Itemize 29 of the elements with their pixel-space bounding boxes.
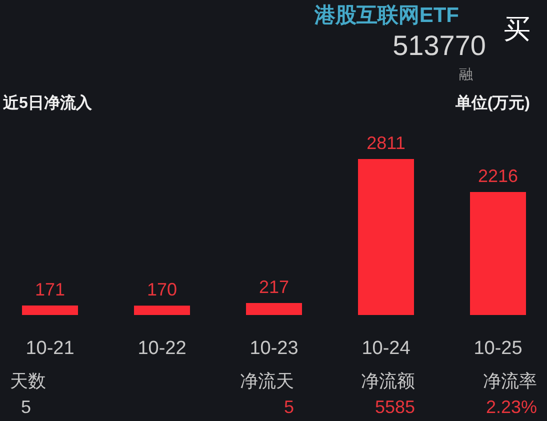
text: 净流率	[483, 371, 537, 391]
text: 买	[504, 14, 530, 44]
text: 513770	[392, 30, 486, 61]
bar	[22, 306, 78, 315]
bar	[246, 302, 302, 315]
text: 5585	[374, 397, 415, 417]
data-label: 2216	[478, 166, 518, 186]
bar	[358, 159, 414, 315]
text: 单位(万元)	[454, 94, 530, 112]
data-label: 217	[258, 276, 290, 297]
text: 融	[459, 66, 473, 82]
data-label: 171	[34, 280, 66, 300]
text: 港股互联网ETF	[313, 4, 460, 27]
x-tick-label: 10-25	[474, 338, 522, 359]
text: 净流额	[361, 371, 415, 391]
text: 天数	[10, 371, 46, 391]
data-label: 2811	[366, 133, 406, 153]
text: 2.23%	[486, 397, 537, 417]
chart-title: 近5日净流入	[2, 93, 93, 112]
x-tick-label: 10-24	[362, 338, 411, 359]
x-tick-label: 10-21	[26, 338, 74, 359]
text: 5	[21, 397, 32, 417]
bar	[470, 192, 526, 315]
text: 净流天	[240, 371, 294, 391]
x-tick-label: 10-22	[138, 338, 186, 359]
data-label: 170	[146, 280, 178, 300]
text: 5	[284, 397, 294, 417]
bar	[134, 306, 190, 315]
x-tick-label: 10-23	[250, 338, 298, 359]
